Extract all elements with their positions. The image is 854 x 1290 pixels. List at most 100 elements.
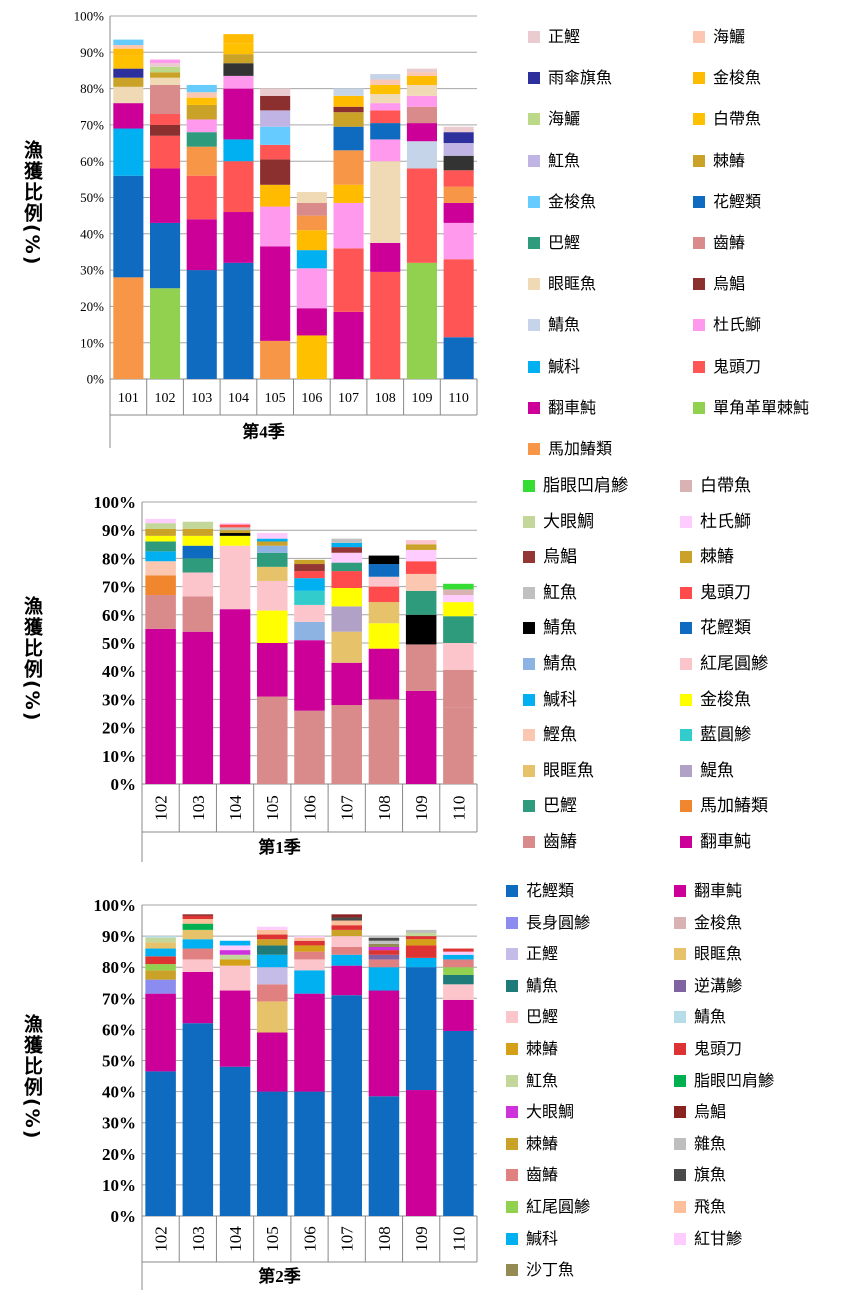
q4-legend-label: 正鰹 — [548, 27, 581, 46]
q4-legend-swatch — [528, 237, 540, 249]
q2-bar-segment: 106 花鰹類 40% — [294, 1091, 325, 1216]
q4-bar-segment: 104 白帶魚 3% — [223, 43, 254, 55]
q1-bar-segment: 105 眼眶魚 5% — [257, 566, 288, 581]
q4-legend-swatch — [693, 154, 705, 167]
q2-legend-label: 沙丁魚 — [526, 1260, 575, 1280]
q2-legend-label: 脂眼凹肩鯵 — [694, 1070, 775, 1090]
q4-legend-label: 海鱺 — [713, 27, 746, 46]
q2-ytick-label: 50% — [102, 1051, 136, 1070]
q4-bar-segment: 101 海鱺 1% — [113, 45, 144, 49]
q2-category-label: 106 — [300, 1226, 319, 1252]
q2-legend-swatch — [506, 1074, 518, 1087]
q2-bar-segment: 109 雜魚 1% — [405, 929, 437, 933]
q4-bar-segment: 106 馬加鰆類 4% — [296, 215, 327, 231]
q2-ytick-label: 20% — [102, 1145, 136, 1164]
q4-bar-segment: 110 花鰹類 11.5% — [443, 337, 474, 379]
q2-bar-segment: 103 巴鰹 4% — [182, 959, 214, 972]
q2-bar-segment: 109 鰔科 3% — [405, 957, 437, 968]
q1-bar-segment: 110 杜氏鰤 2.5% — [443, 595, 474, 603]
q2-legend-label: 鰔科 — [526, 1228, 559, 1248]
q4-bar-segment: 103 金梭魚 2% — [186, 84, 217, 93]
q4-bar-segment: 107 金梭魚 5% — [333, 184, 364, 203]
q1-legend-label: 棘鰆 — [700, 547, 734, 568]
q4-bar-segment: 103 花鰹類 30% — [186, 270, 217, 379]
q2-legend-swatch — [674, 916, 686, 929]
q2-bar-segment: 105 鬼頭刀 1.5% — [257, 934, 288, 940]
q1-legend-swatch — [523, 515, 535, 528]
q4-legend-swatch — [528, 195, 540, 208]
q2-bar-segment: 102 魟魚 1.5% — [145, 937, 176, 943]
q4-bar-segment: 102 翻車魨 15% — [150, 168, 181, 223]
q4-bar-segment: 106 眼眶魚 3% — [296, 192, 327, 203]
q2-legend-label: 鯖魚 — [694, 1007, 727, 1027]
q2-category-label: 103 — [189, 1226, 208, 1252]
q4-legend-swatch — [693, 31, 705, 43]
q2-bar-segment: 106 巴鰹 3.5% — [294, 959, 325, 971]
q4-bar-segment: 105 魟魚 4.5% — [260, 110, 291, 127]
q4-bar-segment: 110 鬼頭刀 4.5% — [443, 170, 474, 187]
q1-legend-label: 杜氏鰤 — [700, 511, 751, 532]
q2-bar-segment: 109 鬼頭刀 1% — [405, 936, 437, 940]
q2-bar-segment: 107 翻車魨 9.5% — [331, 965, 362, 996]
q1-category-label: 106 — [300, 795, 319, 821]
q4-category-label: 107 — [338, 391, 359, 406]
q1-bar-segment: 103 巴鰹 5% — [182, 558, 214, 573]
q1-legend-label: 脂眼凹肩鯵 — [543, 476, 628, 496]
q2-legend-swatch — [506, 1201, 518, 1213]
q2-legend-swatch — [506, 948, 518, 961]
q2-bar-segment: 104 大眼鯛 1.5% — [219, 950, 251, 955]
q1-category-label: 107 — [338, 795, 357, 821]
q1-category-label: 105 — [263, 795, 282, 821]
q4-legend-swatch — [693, 401, 705, 414]
q2-ytick-label: 60% — [102, 1020, 136, 1039]
q1-bar-segment: 102 鰔科 3.5% — [145, 551, 176, 562]
q2-legend-swatch — [674, 948, 686, 961]
q4-legend-label: 巴鰹 — [548, 233, 581, 252]
q2-legend-label: 烏鯧 — [694, 1102, 727, 1122]
q2-legend-swatch — [506, 1043, 518, 1055]
q2-ytick-label: 70% — [102, 989, 136, 1008]
q4-bar-segment: 108 鯖魚 1.5% — [370, 74, 401, 80]
q1-legend-swatch — [680, 658, 692, 670]
q4-legend-swatch — [693, 113, 705, 126]
q2-category-label: 102 — [152, 1226, 171, 1252]
q1-bar-segment: 110 齒鰆 27% — [443, 707, 474, 784]
q4-ytick-label: 80% — [80, 81, 104, 96]
q2-legend-swatch — [506, 916, 518, 929]
q2-bar-segment: 110 鯖魚 3% — [443, 974, 474, 985]
q1-bar-segment: 107 鯖魚 1.5% — [331, 538, 362, 543]
q2-bar-segment: 104 翻車魨 24.5% — [219, 990, 251, 1067]
q4-legend-label: 鯖魚 — [548, 315, 581, 335]
q1-bar-segment: 104 魟魚 1% — [219, 527, 251, 531]
q2-legend-label: 翻車魨 — [694, 881, 743, 900]
q2-legend-swatch — [506, 885, 518, 897]
q4-bar-segment: 110 正鰹 1.5% — [443, 126, 474, 133]
q4-legend-swatch — [693, 72, 705, 85]
q4-legend-swatch — [693, 278, 705, 291]
q2-legend-label: 魟魚 — [526, 1070, 559, 1090]
q2-ytick-label: 80% — [102, 958, 136, 977]
q2-legend-label: 長身圓鯵 — [526, 912, 591, 932]
q2-bar-segment: 108 逆溝鯵 1.5% — [368, 954, 400, 960]
q2-bar-segment: 110 齒鰆 2.5% — [443, 959, 474, 968]
q2-legend-swatch — [674, 1169, 686, 1182]
q2-bar-segment: 106 棘鰆 2% — [294, 945, 325, 952]
q4-legend-label: 金梭魚 — [548, 191, 597, 211]
q4-bar-segment: 101 眼眶魚 4.5% — [113, 86, 144, 104]
q1-legend-label: 藍圓鯵 — [700, 725, 751, 746]
q2-bar-segment: 102 鬼頭刀 2.5% — [145, 956, 176, 965]
q1-legend-swatch — [680, 764, 692, 777]
q4-bar-segment: 107 杜氏鰤 12.5% — [333, 202, 364, 249]
q2-bar-segment: 102 紅尾圓鯵 2% — [145, 964, 176, 971]
q4-legend-label: 烏鯧 — [713, 274, 746, 294]
q1-bar-segment: 107 鬼頭刀 6% — [331, 571, 362, 589]
q1-ytick-label: 40% — [102, 662, 136, 681]
q1-ytick-label: 80% — [102, 549, 136, 568]
q1-bar-segment: 104 紅尾圓鯵 22.5% — [219, 545, 251, 610]
q4-bar-segment: 105 正鰹 2% — [260, 88, 291, 96]
q4-legend-label: 齒鰆 — [713, 233, 746, 252]
q2-bar-segment: 110 紅尾圓鯵 2.5% — [443, 967, 474, 975]
q1-legend-label: 眼眶魚 — [543, 760, 594, 781]
q4-ytick-label: 40% — [80, 226, 104, 241]
